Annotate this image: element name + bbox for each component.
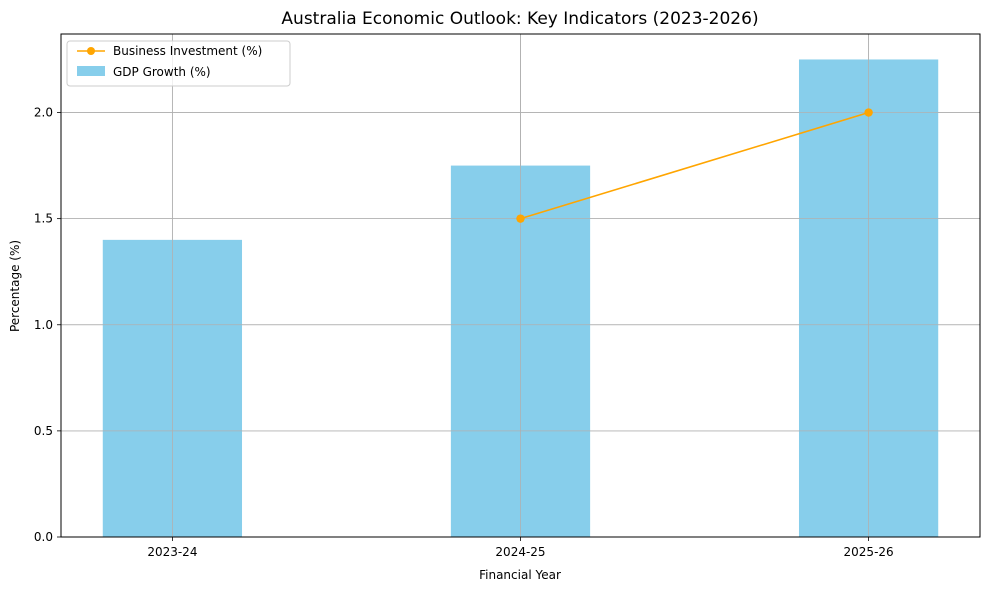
y-axis-label: Percentage (%) [8, 240, 22, 332]
x-tick-label: 2023-24 [147, 545, 197, 559]
legend-label-business-investment: Business Investment (%) [113, 44, 262, 58]
y-tick-label: 1.5 [34, 212, 53, 226]
legend-line-marker [87, 47, 95, 55]
chart-title: Australia Economic Outlook: Key Indicato… [281, 9, 758, 29]
business-investment-point [516, 214, 525, 223]
legend-label-gdp-growth: GDP Growth (%) [113, 65, 211, 79]
bar-series [61, 34, 980, 538]
x-tick-label: 2025-26 [844, 545, 894, 559]
business-investment-line [520, 111, 869, 220]
legend-frame [66, 40, 291, 87]
y-tick-label: 0.0 [34, 530, 53, 544]
business-investment-point [864, 108, 873, 117]
line-series [516, 108, 873, 223]
y-tick-label: 0.5 [34, 424, 53, 438]
x-tick-label: 2024-25 [495, 545, 545, 559]
legend: Business Investment (%) GDP Growth (%) [66, 40, 291, 87]
x-axis-label: Financial Year [479, 568, 561, 582]
x-axis-ticks: 2023-24 2024-25 2025-26 [147, 537, 894, 559]
y-tick-label: 2.0 [34, 106, 53, 120]
y-tick-label: 1.0 [34, 318, 53, 332]
y-axis-ticks: 0.0 0.5 1.0 1.5 2.0 [34, 106, 61, 544]
legend-bar-swatch [77, 66, 105, 76]
